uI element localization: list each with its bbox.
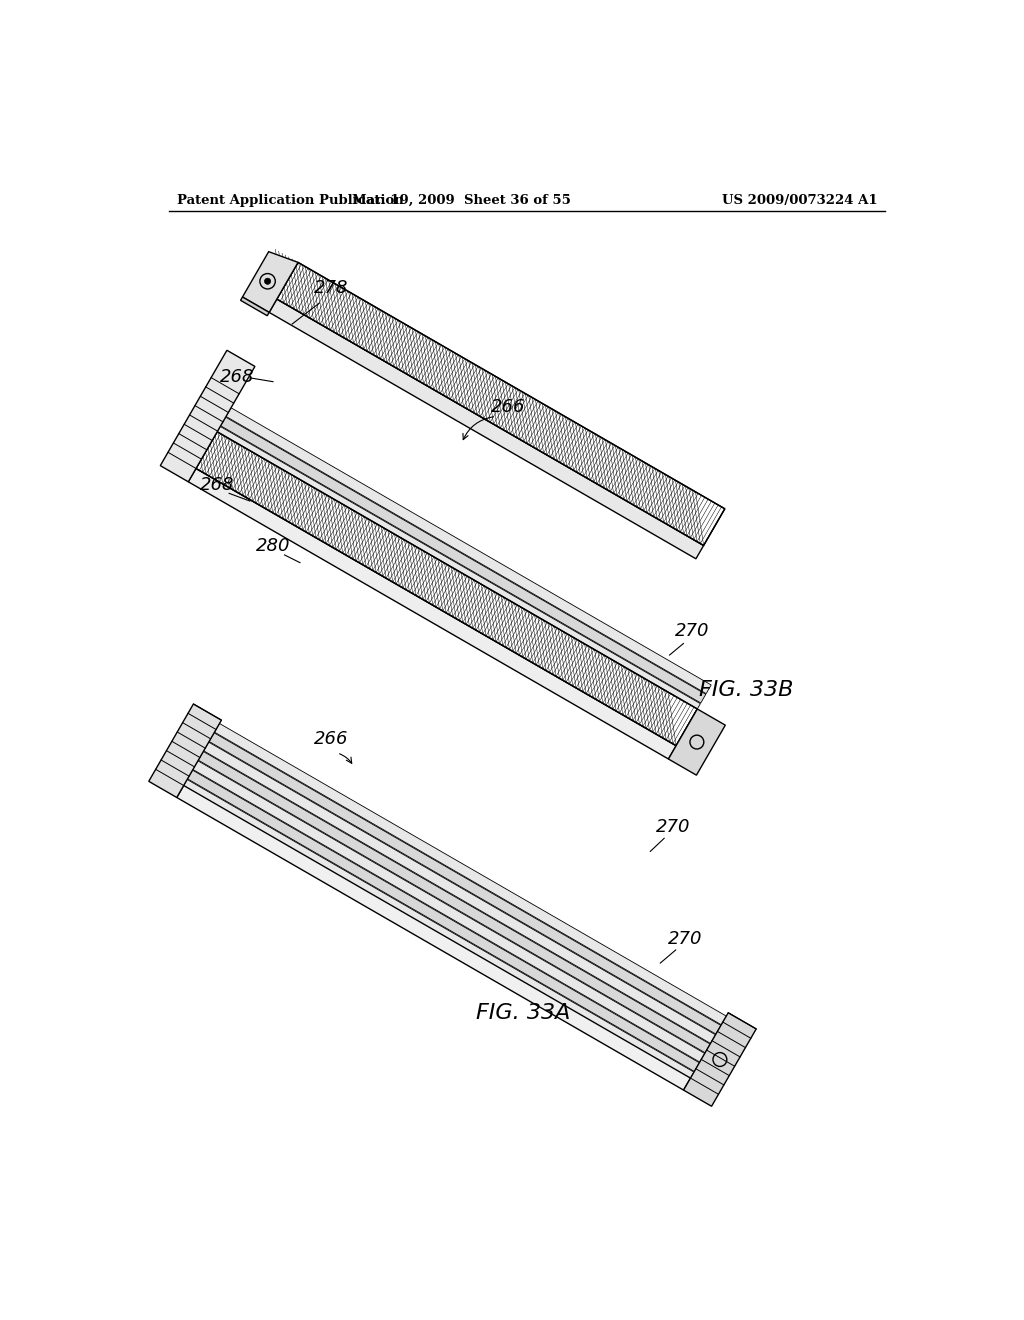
Polygon shape [177, 785, 690, 1090]
Text: 278: 278 [313, 279, 348, 297]
Polygon shape [209, 733, 721, 1034]
Polygon shape [194, 463, 679, 750]
Polygon shape [214, 723, 726, 1024]
Text: Mar. 19, 2009  Sheet 36 of 55: Mar. 19, 2009 Sheet 36 of 55 [352, 194, 571, 207]
Text: 266: 266 [313, 730, 348, 747]
Polygon shape [148, 704, 221, 797]
Polygon shape [220, 417, 706, 704]
Text: 266: 266 [490, 399, 525, 417]
Polygon shape [196, 432, 697, 746]
Polygon shape [241, 297, 269, 315]
Polygon shape [187, 770, 699, 1072]
Polygon shape [669, 709, 725, 775]
Polygon shape [161, 350, 255, 482]
Polygon shape [243, 252, 298, 313]
Text: US 2009/0073224 A1: US 2009/0073224 A1 [722, 194, 878, 207]
Text: 270: 270 [676, 622, 710, 640]
Polygon shape [182, 780, 694, 1081]
Polygon shape [269, 300, 703, 558]
Text: 270: 270 [656, 818, 690, 836]
Polygon shape [205, 445, 689, 731]
Text: FIG. 33B: FIG. 33B [699, 680, 794, 700]
Polygon shape [276, 263, 725, 545]
Polygon shape [188, 469, 676, 759]
Text: 268: 268 [200, 475, 234, 494]
Polygon shape [193, 760, 705, 1063]
Text: FIG. 33A: FIG. 33A [476, 1003, 570, 1023]
Polygon shape [199, 751, 710, 1053]
Text: 280: 280 [256, 537, 290, 556]
Text: Patent Application Publication: Patent Application Publication [177, 194, 403, 207]
Polygon shape [215, 426, 700, 713]
Polygon shape [204, 742, 716, 1043]
Text: 270: 270 [668, 929, 702, 948]
Polygon shape [199, 454, 684, 741]
Polygon shape [226, 408, 712, 693]
Polygon shape [210, 436, 695, 722]
Circle shape [264, 279, 270, 284]
Polygon shape [684, 1012, 757, 1106]
Text: 268: 268 [219, 368, 254, 385]
